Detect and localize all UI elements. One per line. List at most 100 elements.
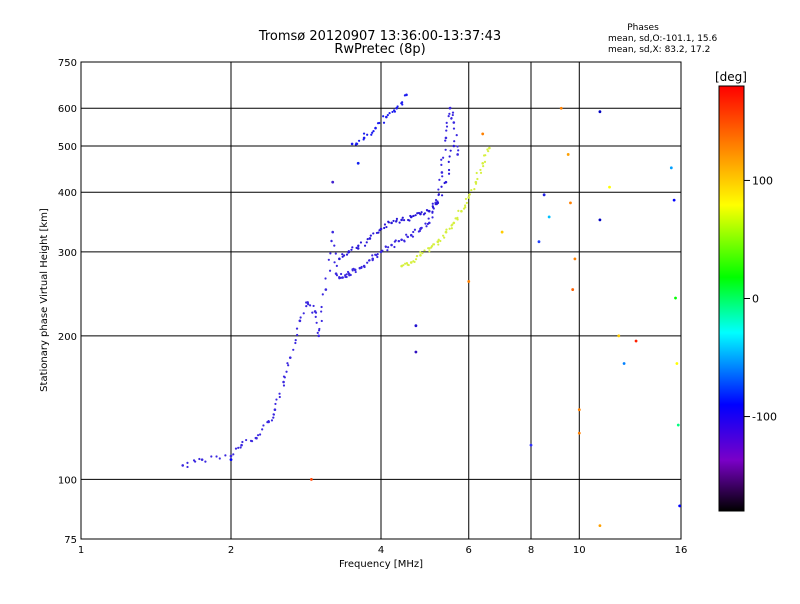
data-point bbox=[376, 253, 379, 256]
x-tick-label: 8 bbox=[528, 545, 534, 556]
y-axis-label: Stationary phase Virtual Height [km] bbox=[39, 208, 50, 392]
data-point bbox=[443, 236, 446, 239]
data-point bbox=[421, 252, 424, 255]
data-point bbox=[215, 455, 218, 458]
scatter-point bbox=[675, 362, 679, 365]
data-point bbox=[262, 424, 265, 427]
data-point bbox=[427, 221, 431, 225]
data-point bbox=[445, 129, 448, 132]
data-point bbox=[275, 398, 278, 401]
scatter-point bbox=[571, 288, 575, 291]
data-point bbox=[302, 312, 305, 315]
chart-subtitle: RwPretec (8p) bbox=[334, 42, 425, 57]
data-point bbox=[416, 254, 419, 258]
data-point bbox=[401, 216, 404, 219]
data-point bbox=[474, 180, 478, 184]
data-point bbox=[305, 305, 308, 308]
scatter-point bbox=[547, 215, 551, 219]
x-tick-label: 16 bbox=[675, 545, 688, 556]
data-point bbox=[368, 237, 372, 240]
data-point bbox=[314, 311, 318, 314]
data-point bbox=[286, 362, 289, 365]
data-point bbox=[315, 321, 318, 324]
data-point bbox=[475, 171, 478, 175]
data-point bbox=[438, 178, 441, 181]
data-point bbox=[204, 460, 207, 463]
data-point bbox=[456, 145, 459, 148]
data-point bbox=[450, 224, 453, 227]
data-point bbox=[408, 219, 411, 222]
data-point bbox=[394, 239, 397, 242]
data-point bbox=[382, 115, 385, 118]
data-point bbox=[351, 246, 354, 249]
data-point bbox=[392, 109, 396, 112]
data-point bbox=[412, 260, 415, 263]
data-point bbox=[387, 246, 390, 249]
data-point bbox=[481, 161, 485, 165]
scatter-point bbox=[634, 339, 638, 343]
data-point bbox=[273, 408, 277, 412]
data-point bbox=[444, 139, 447, 142]
data-point bbox=[354, 270, 357, 274]
data-point bbox=[419, 253, 422, 257]
legend-line-x: mean, sd,X: 83.2, 17.2 bbox=[608, 45, 710, 55]
data-point bbox=[366, 261, 369, 264]
data-point bbox=[333, 244, 336, 247]
data-point bbox=[414, 214, 417, 217]
data-point bbox=[452, 144, 456, 148]
data-point bbox=[270, 419, 274, 422]
data-point bbox=[448, 155, 451, 158]
data-point bbox=[400, 238, 403, 242]
y-tick-label: 600 bbox=[58, 104, 77, 115]
x-tick-label: 2 bbox=[228, 545, 234, 556]
data-point bbox=[307, 303, 310, 306]
data-point bbox=[316, 331, 319, 334]
data-point bbox=[358, 266, 361, 270]
data-point bbox=[425, 225, 428, 228]
scatter-point bbox=[569, 201, 572, 205]
x-axis-label: Frequency [MHz] bbox=[339, 559, 423, 570]
data-point bbox=[353, 268, 357, 272]
data-point bbox=[437, 243, 440, 246]
data-point bbox=[296, 333, 299, 337]
data-point bbox=[460, 209, 463, 213]
data-point bbox=[335, 274, 339, 277]
data-point bbox=[406, 263, 409, 266]
data-point bbox=[451, 111, 455, 114]
data-point bbox=[349, 273, 352, 277]
colorbar-tick-label: -100 bbox=[752, 411, 777, 424]
y-tick-label: 200 bbox=[58, 332, 77, 343]
data-point bbox=[402, 219, 406, 222]
data-point bbox=[445, 121, 448, 124]
data-point bbox=[363, 244, 367, 247]
data-point bbox=[409, 261, 413, 264]
data-point bbox=[333, 261, 336, 264]
data-point bbox=[186, 461, 189, 464]
data-point bbox=[294, 339, 297, 342]
data-point bbox=[258, 433, 262, 436]
data-point bbox=[362, 132, 366, 135]
data-point bbox=[329, 252, 332, 255]
data-point bbox=[416, 212, 419, 215]
chart-title: Tromsø 20120907 13:36:00-13:37:43 bbox=[258, 29, 501, 44]
data-point bbox=[377, 231, 380, 234]
data-point bbox=[367, 259, 371, 262]
data-point bbox=[346, 270, 350, 274]
data-point bbox=[426, 209, 429, 212]
data-point bbox=[412, 230, 415, 234]
data-point bbox=[405, 233, 408, 236]
data-point bbox=[372, 232, 375, 235]
data-point bbox=[288, 356, 292, 359]
data-point bbox=[409, 233, 413, 237]
data-point bbox=[379, 227, 383, 231]
data-point bbox=[237, 446, 240, 449]
data-point bbox=[210, 455, 213, 458]
scatter-point bbox=[598, 524, 602, 528]
data-point bbox=[487, 150, 490, 153]
data-point bbox=[385, 115, 388, 119]
scatter-point bbox=[598, 218, 602, 222]
data-point bbox=[382, 121, 386, 124]
data-point bbox=[391, 110, 394, 114]
data-point bbox=[423, 212, 427, 215]
